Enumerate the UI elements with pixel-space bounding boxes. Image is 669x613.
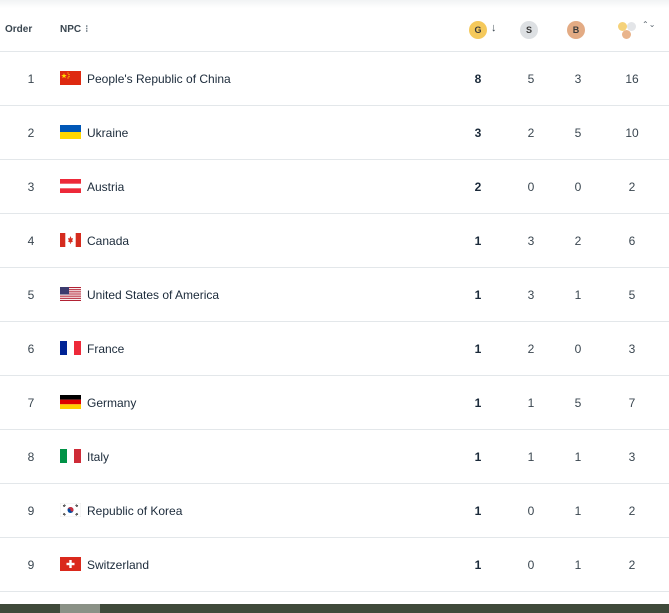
- row-gold-count: 1: [474, 342, 482, 356]
- row-total-count: 2: [628, 558, 636, 572]
- row-total-count: 10: [625, 126, 639, 140]
- row-country-name[interactable]: Austria: [87, 180, 125, 194]
- row-total-count: 16: [625, 72, 639, 86]
- horizontal-scrollbar[interactable]: [0, 604, 669, 613]
- row-order: 4: [27, 234, 35, 248]
- row-order: 6: [27, 342, 35, 356]
- row-order: 9: [27, 504, 35, 518]
- row-order: 5: [27, 288, 35, 302]
- total-medals-icon[interactable]: [617, 20, 639, 42]
- row-country-name[interactable]: Republic of Korea: [87, 504, 183, 518]
- row-total-count: 6: [628, 234, 636, 248]
- row-order: 8: [27, 450, 35, 464]
- row-silver-count: 3: [527, 288, 535, 302]
- medal-table: Order NPC ⁝ G ↓ S B ⌃⌄ 1 People's Republic…: [0, 0, 669, 592]
- row-total-count: 3: [628, 342, 636, 356]
- row-country-name[interactable]: Italy: [87, 450, 110, 464]
- row-bronze-count: 5: [574, 126, 582, 140]
- sort-descending-icon[interactable]: ↓: [491, 22, 497, 34]
- table-row[interactable]: 6 France 1 2 0 3: [0, 322, 669, 376]
- row-country-name[interactable]: France: [87, 342, 125, 356]
- row-total-count: 3: [628, 450, 636, 464]
- row-country-name[interactable]: People's Republic of China: [87, 72, 231, 86]
- npc-label: NPC: [60, 24, 82, 35]
- row-gold-count: 1: [474, 288, 482, 302]
- germany-flag-icon: [60, 395, 81, 409]
- row-country-name[interactable]: Canada: [87, 234, 130, 248]
- row-country-name[interactable]: United States of America: [87, 288, 220, 302]
- switzerland-flag-icon: [60, 557, 81, 571]
- row-order: 9: [27, 558, 35, 572]
- row-gold-count: 3: [474, 126, 482, 140]
- table-row[interactable]: 7 Germany 1 1 5 7: [0, 376, 669, 430]
- row-total-count: 5: [628, 288, 636, 302]
- row-silver-count: 1: [527, 450, 535, 464]
- italy-flag-icon: [60, 449, 81, 463]
- row-order: 1: [27, 72, 35, 86]
- row-gold-count: 1: [474, 558, 482, 572]
- row-bronze-count: 0: [574, 180, 582, 194]
- row-bronze-count: 1: [574, 558, 582, 572]
- row-gold-count: 1: [474, 234, 482, 248]
- austria-flag-icon: [60, 179, 81, 193]
- row-silver-count: 5: [527, 72, 535, 86]
- silver-medal-icon[interactable]: S: [520, 21, 538, 39]
- scrollbar-thumb[interactable]: [60, 604, 100, 613]
- row-bronze-count: 1: [574, 450, 582, 464]
- row-country-name[interactable]: Ukraine: [87, 126, 129, 140]
- row-silver-count: 1: [527, 396, 535, 410]
- row-bronze-count: 0: [574, 342, 582, 356]
- canada-flag-icon: [60, 233, 81, 247]
- row-silver-count: 0: [527, 180, 535, 194]
- row-silver-count: 0: [527, 558, 535, 572]
- table-row[interactable]: 9 Republic of Korea 1 0 1 2: [0, 484, 669, 538]
- row-total-count: 7: [628, 396, 636, 410]
- bronze-medal-icon[interactable]: B: [567, 21, 585, 39]
- top-shadow: [0, 0, 669, 8]
- table-row[interactable]: 1 People's Republic of China 8 5 3 16: [0, 52, 669, 106]
- row-order: 7: [27, 396, 35, 410]
- sort-toggle-icon[interactable]: ⌃⌄: [642, 20, 656, 29]
- row-silver-count: 0: [527, 504, 535, 518]
- row-gold-count: 1: [474, 396, 482, 410]
- row-total-count: 2: [628, 180, 636, 194]
- row-gold-count: 2: [474, 180, 482, 194]
- table-header: Order NPC ⁝ G ↓ S B ⌃⌄: [0, 0, 669, 52]
- ukraine-flag-icon: [60, 125, 81, 139]
- china-flag-icon: [60, 71, 81, 85]
- row-country-name[interactable]: Switzerland: [87, 558, 150, 572]
- row-total-count: 2: [628, 504, 636, 518]
- row-order: 3: [27, 180, 35, 194]
- table-row[interactable]: 5 United States of America 1 3 1 5: [0, 268, 669, 322]
- usa-flag-icon: [60, 287, 81, 301]
- row-gold-count: 8: [474, 72, 482, 86]
- row-bronze-count: 3: [574, 72, 582, 86]
- row-bronze-count: 2: [574, 234, 582, 248]
- row-silver-count: 2: [527, 342, 535, 356]
- row-bronze-count: 5: [574, 396, 582, 410]
- table-body: 1 People's Republic of China 8 5 3 16 2 Ukraine…: [0, 52, 669, 592]
- row-silver-count: 2: [527, 126, 535, 140]
- table-row[interactable]: 4 Canada 1 3 2 6: [0, 214, 669, 268]
- row-order: 2: [27, 126, 35, 140]
- row-gold-count: 1: [474, 504, 482, 518]
- table-row[interactable]: 2 Ukraine 3 2 5 10: [0, 106, 669, 160]
- row-bronze-count: 1: [574, 504, 582, 518]
- gold-medal-icon[interactable]: G: [469, 21, 487, 39]
- table-row[interactable]: 8 Italy 1 1 1 3: [0, 430, 669, 484]
- france-flag-icon: [60, 341, 81, 355]
- table-row[interactable]: 3 Austria 2 0 0 2: [0, 160, 669, 214]
- korea-flag-icon: [60, 503, 81, 517]
- npc-column-header[interactable]: NPC ⁝: [60, 24, 88, 35]
- table-row[interactable]: 9 Switzerland 1 0 1 2: [0, 538, 669, 592]
- row-country-name[interactable]: Germany: [87, 396, 137, 410]
- row-silver-count: 3: [527, 234, 535, 248]
- more-options-icon[interactable]: ⁝: [85, 24, 89, 35]
- row-bronze-count: 1: [574, 288, 582, 302]
- row-gold-count: 1: [474, 450, 482, 464]
- order-column-header[interactable]: Order: [5, 24, 33, 35]
